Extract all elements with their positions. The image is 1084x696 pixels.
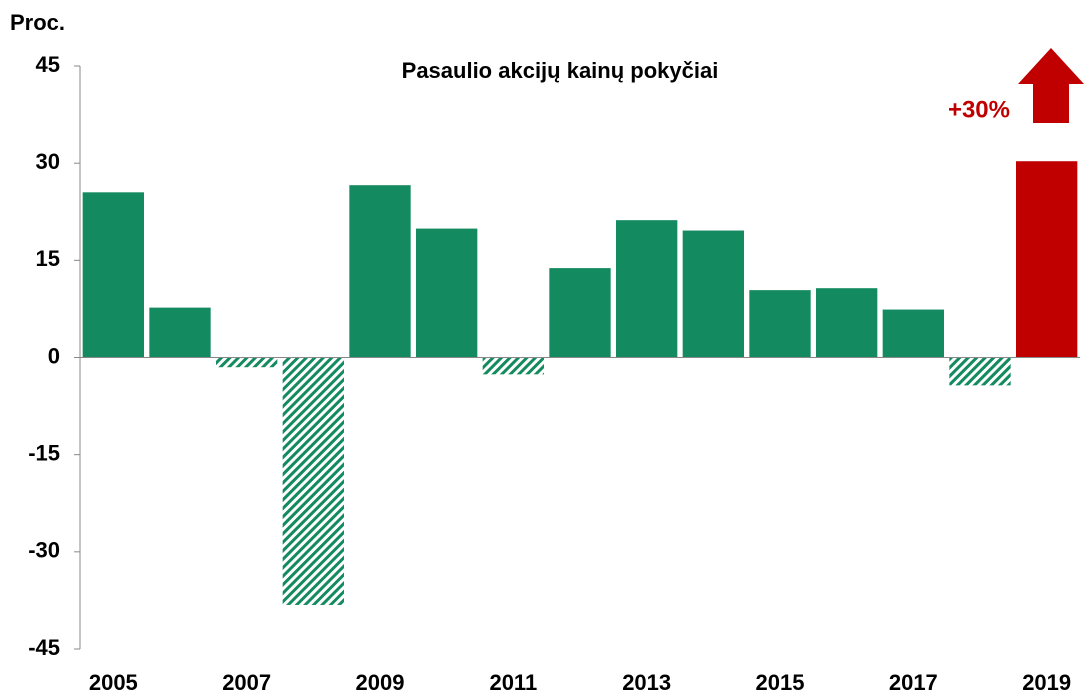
bar bbox=[149, 307, 211, 358]
x-tick-label: 2009 bbox=[356, 670, 405, 695]
x-tick-label: 2017 bbox=[889, 670, 938, 695]
bar bbox=[349, 185, 411, 358]
y-tick-label: -30 bbox=[28, 538, 60, 563]
bar bbox=[216, 357, 278, 368]
annotation: +30% bbox=[948, 96, 1010, 123]
bar bbox=[1016, 161, 1078, 358]
bar bbox=[882, 309, 944, 358]
y-tick-label: -15 bbox=[28, 440, 60, 465]
bar bbox=[682, 230, 744, 358]
x-tick-label: 2011 bbox=[489, 670, 537, 695]
bar bbox=[549, 268, 611, 358]
arrow bbox=[1018, 48, 1084, 123]
y-tick-label: 30 bbox=[36, 149, 60, 174]
bar bbox=[749, 290, 811, 358]
y-tick-label: 0 bbox=[48, 343, 60, 368]
bar bbox=[949, 357, 1011, 386]
bar bbox=[416, 228, 478, 358]
x-tick-label: 2007 bbox=[222, 670, 271, 695]
y-tick-label: 45 bbox=[36, 52, 60, 77]
x-tick-label: 2005 bbox=[89, 670, 138, 695]
chart-title: Pasaulio akcijų kainų pokyčiai bbox=[402, 58, 719, 83]
bar bbox=[82, 192, 144, 358]
bar bbox=[616, 220, 678, 358]
x-tick-label: 2015 bbox=[756, 670, 805, 695]
x-tick-label: 2019 bbox=[1022, 670, 1071, 695]
y-tick-label: -45 bbox=[28, 635, 60, 660]
y-axis-label: Proc. bbox=[10, 10, 65, 35]
bar bbox=[482, 357, 544, 375]
bar bbox=[282, 357, 344, 605]
y-tick-label: 15 bbox=[36, 246, 60, 271]
x-tick-label: 2013 bbox=[622, 670, 671, 695]
bar bbox=[816, 288, 878, 358]
